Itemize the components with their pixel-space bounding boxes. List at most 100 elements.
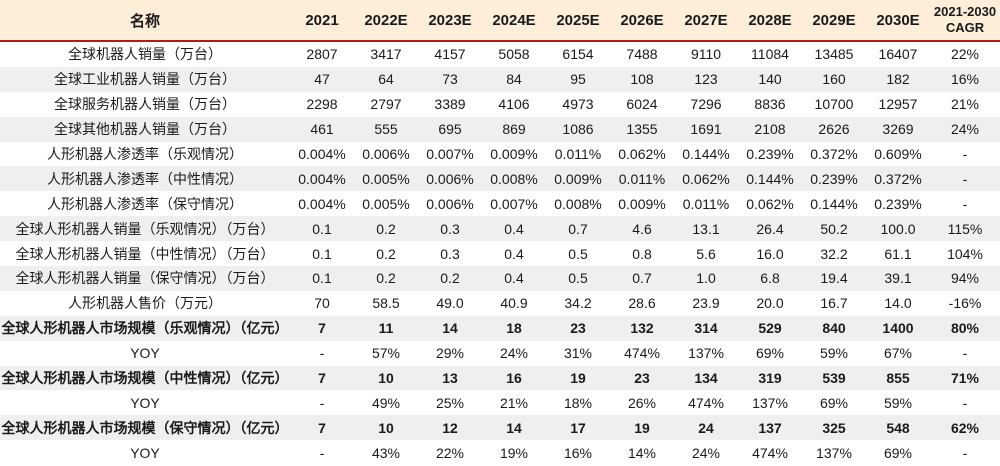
- table-row: 全球人形机器人销量（中性情况）（万台） 0.1 0.2 0.3 0.4 0.5 0.8 5.6…: [0, 241, 1000, 266]
- cell-value: 474%: [752, 444, 788, 461]
- cell-value: 2626: [818, 121, 850, 138]
- cell-value: 695: [438, 121, 462, 138]
- cell-value: 0.239%: [810, 170, 858, 187]
- cell-value: 59%: [819, 345, 849, 362]
- header-row: 名称 2021 2022E 2023E 2024E 2025E 2026E 2027E 2028…: [0, 0, 1000, 41]
- table-row: 人形机器人售价（万元） 70 58.5 49.0 40.9 34.2 28.6 23.9 20.…: [0, 291, 1000, 316]
- row-label: 全球服务机器人销量（万台）: [54, 96, 236, 113]
- cagr-value: -: [962, 146, 968, 162]
- cell-value: 23: [634, 370, 650, 387]
- cell-value: 474%: [688, 394, 724, 411]
- cell-value: 19: [570, 370, 586, 387]
- cell-value: 26.4: [756, 220, 784, 237]
- cell-value: 0.7: [568, 220, 588, 237]
- cagr-value: 94%: [950, 270, 980, 287]
- cell-value: 0.062%: [746, 195, 794, 212]
- cell-value: 840: [822, 320, 846, 337]
- cell-value: 12957: [878, 96, 918, 113]
- cell-value: 869: [502, 121, 526, 138]
- cell-value: 58.5: [372, 295, 400, 312]
- cell-value: 108: [630, 71, 654, 88]
- cell-value: 26%: [627, 394, 657, 411]
- cell-value: 2108: [754, 121, 786, 138]
- cell-value: 24%: [691, 444, 721, 461]
- cell-value: 1.0: [696, 270, 716, 287]
- cell-value: 16.7: [820, 295, 848, 312]
- cell-value: 0.011%: [618, 170, 666, 187]
- cell-value: 1086: [562, 121, 594, 138]
- row-label: 全球机器人销量（万台）: [68, 46, 222, 63]
- cell-value: 539: [822, 370, 846, 387]
- cell-value: 461: [310, 121, 334, 138]
- cell-value: 69%: [883, 444, 913, 461]
- cell-value: 319: [758, 370, 782, 387]
- cell-value: 23.9: [692, 295, 720, 312]
- cell-value: 14: [506, 419, 522, 436]
- cell-value: 1355: [626, 121, 658, 138]
- cell-value: 0.004%: [298, 146, 346, 162]
- table-row: 全球机器人销量（万台） 2807 3417 4157 5058 6154 7488 9110 1…: [0, 41, 1000, 67]
- row-label: 全球人形机器人销量（中性情况）（万台）: [15, 245, 275, 262]
- cell-value: 3389: [434, 96, 466, 113]
- cagr-value: 62%: [950, 419, 980, 436]
- table-header: 名称 2021 2022E 2023E 2024E 2025E 2026E 2027E 2028…: [0, 0, 1000, 41]
- cell-value: 0.008%: [490, 170, 538, 187]
- row-label: 人形机器人渗透率（中性情况）: [47, 170, 243, 187]
- cell-value: 23: [570, 320, 586, 337]
- cell-value: 5.6: [696, 245, 716, 262]
- cell-value: 95: [570, 71, 586, 88]
- cell-value: 18%: [563, 394, 593, 411]
- cell-value: 16%: [563, 444, 593, 461]
- cell-value: 0.005%: [362, 195, 410, 212]
- cell-value: 0.1: [312, 245, 332, 262]
- cell-value: 12: [442, 419, 458, 436]
- cell-value: 11: [378, 320, 394, 337]
- cagr-value: 80%: [950, 320, 980, 337]
- cell-value: 0.144%: [682, 146, 730, 162]
- year-header: 2024E: [492, 11, 536, 29]
- cell-value: 31%: [563, 345, 593, 362]
- cell-value: 5058: [498, 46, 530, 63]
- cell-value: 4.6: [632, 220, 652, 237]
- cell-value: 34.2: [564, 295, 592, 312]
- cell-value: 43%: [371, 444, 401, 461]
- cell-value: 29%: [435, 345, 465, 362]
- cell-value: 61.1: [884, 245, 912, 262]
- row-label: 全球人形机器人市场规模（乐观情况）（亿元）: [1, 320, 289, 337]
- cell-value: 19%: [499, 444, 529, 461]
- cell-value: 0.062%: [618, 146, 666, 162]
- cell-value: 0.2: [440, 270, 460, 287]
- cell-value: 3417: [370, 46, 402, 63]
- cell-value: 10700: [814, 96, 854, 113]
- cell-value: 4973: [562, 96, 594, 113]
- cell-value: 50.2: [820, 220, 848, 237]
- cell-value: 0.5: [568, 270, 588, 287]
- cell-value: 7: [318, 370, 326, 387]
- cell-value: 134: [694, 370, 718, 387]
- cell-value: 0.4: [504, 220, 524, 237]
- cagr-value: 16%: [950, 71, 980, 88]
- cell-value: 0.008%: [554, 195, 602, 212]
- name-header: 名称: [129, 12, 160, 30]
- row-label: 人形机器人渗透率（乐观情况）: [47, 146, 243, 162]
- table-row: 人形机器人渗透率（保守情况） 0.004% 0.005% 0.006% 0.007% 0.…: [0, 191, 1000, 216]
- cagr-value: -: [962, 345, 968, 362]
- cell-value: 1691: [690, 121, 722, 138]
- cell-value: 7488: [626, 46, 658, 63]
- cagr-value: -16%: [948, 295, 982, 312]
- cell-value: 2797: [370, 96, 402, 113]
- cell-value: 19: [634, 419, 650, 436]
- cell-value: 6154: [562, 46, 594, 63]
- cell-value: 10: [378, 370, 394, 387]
- cell-value: 2298: [306, 96, 338, 113]
- cell-value: 24: [698, 419, 714, 436]
- cell-value: 529: [758, 320, 782, 337]
- cell-value: 555: [374, 121, 398, 138]
- table-row: YOY - 49% 25% 21% 18% 26% 474% 137% 69% 59% -: [0, 390, 1000, 415]
- cell-value: 132: [630, 320, 654, 337]
- cell-value: 0.011%: [682, 195, 730, 212]
- cell-value: 0.009%: [554, 170, 602, 187]
- cell-value: 0.006%: [426, 170, 474, 187]
- cell-value: 13: [442, 370, 458, 387]
- cagr-value: 22%: [950, 46, 980, 63]
